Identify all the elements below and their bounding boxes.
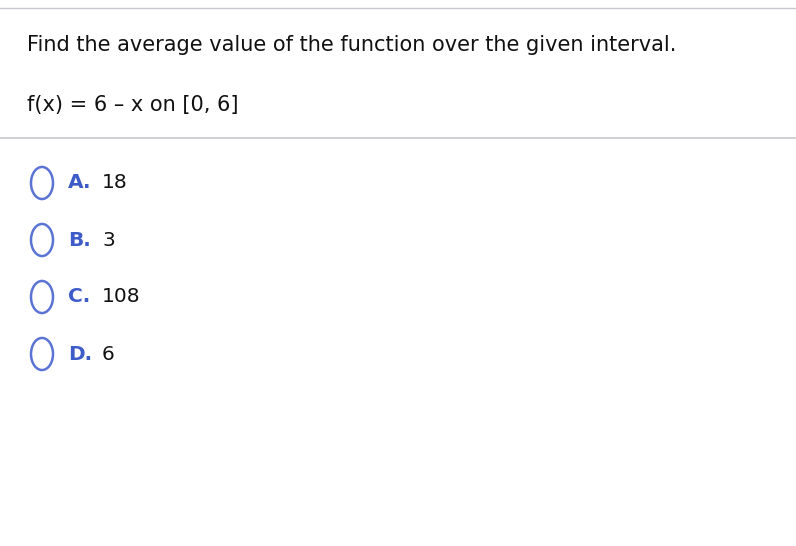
Text: 18: 18 [102,174,127,193]
Text: C.: C. [68,288,90,306]
Text: f(x) = 6 – x on [0, 6]: f(x) = 6 – x on [0, 6] [27,95,239,115]
Text: 6: 6 [102,345,115,364]
Text: B.: B. [68,230,91,250]
Text: 3: 3 [102,230,115,250]
Text: Find the average value of the function over the given interval.: Find the average value of the function o… [27,35,677,55]
Text: D.: D. [68,345,92,364]
Text: 108: 108 [102,288,141,306]
Text: A.: A. [68,174,92,193]
